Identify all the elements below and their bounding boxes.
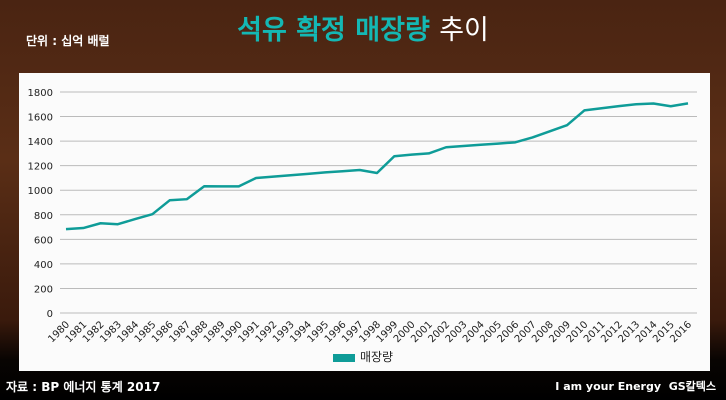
y-tick-label: 0 xyxy=(47,309,53,320)
y-tick-label: 1600 xyxy=(28,113,53,124)
brand: I am your Energy GS칼텍스 xyxy=(555,378,716,394)
legend: 매장량 xyxy=(0,348,726,365)
legend-swatch xyxy=(332,353,355,362)
y-tick-label: 200 xyxy=(34,284,53,295)
y-tick-label: 1400 xyxy=(28,137,53,148)
chart-panel xyxy=(19,73,710,371)
page-title: 석유 확정 매장량 추이 xyxy=(0,8,726,47)
unit-label: 단위 : 십억 배럴 xyxy=(26,34,110,48)
y-tick-label: 400 xyxy=(34,260,53,271)
y-tick-label: 1200 xyxy=(28,162,53,173)
brand-logo: GS칼텍스 xyxy=(668,380,716,393)
title-rest: 추이 xyxy=(439,15,489,46)
legend-label: 매장량 xyxy=(359,350,394,364)
source-note: 자료 : BP 에너지 통계 2017 xyxy=(6,380,161,394)
title-highlight: 석유 확정 매장량 xyxy=(237,15,430,46)
y-tick-label: 1000 xyxy=(28,186,53,197)
y-tick-label: 1800 xyxy=(28,88,53,99)
y-tick-label: 800 xyxy=(34,211,53,222)
brand-slogan: I am your Energy xyxy=(555,380,662,393)
series-line xyxy=(65,102,689,231)
y-tick-label: 600 xyxy=(34,235,53,246)
